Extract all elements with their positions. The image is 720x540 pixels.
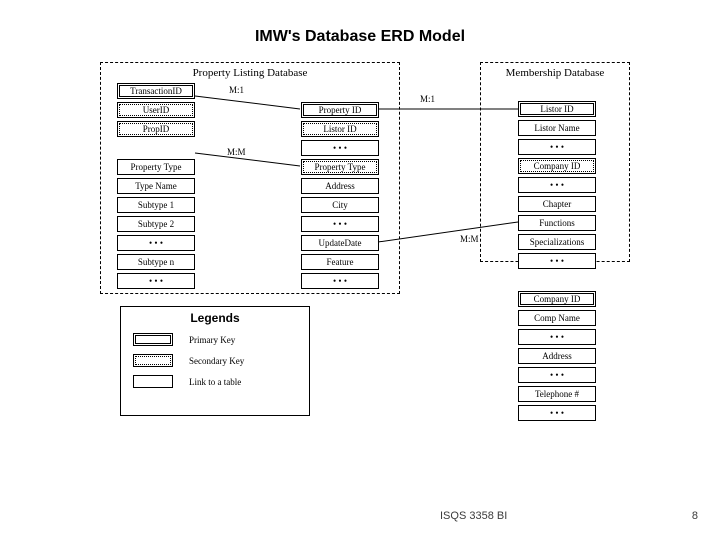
erd-cell: • • • <box>518 329 596 345</box>
legend-link-swatch <box>133 375 173 388</box>
erd-cell: • • • <box>518 139 596 155</box>
legend-sk-label: Secondary Key <box>189 356 244 366</box>
erd-cell: Listor ID <box>301 121 379 137</box>
legend-link-label: Link to a table <box>189 377 241 387</box>
footer-page: 8 <box>692 510 698 522</box>
rel-m1: M:1 <box>229 85 244 95</box>
erd-cell: UserID <box>117 102 195 118</box>
property-db-header: Property Listing Database <box>101 67 399 79</box>
erd-cell: Chapter <box>518 196 596 212</box>
erd-cell: Comp Name <box>518 310 596 326</box>
erd-cell: Type Name <box>117 178 195 194</box>
legends-title: Legends <box>121 311 309 325</box>
erd-cell: Company ID <box>518 158 596 174</box>
erd-cell: Subtype n <box>117 254 195 270</box>
erd-cell: PropID <box>117 121 195 137</box>
erd-cell: • • • <box>518 405 596 421</box>
legend-pk-swatch <box>133 333 173 346</box>
erd-cell: Specializations <box>518 234 596 250</box>
erd-cell: TransactionID <box>117 83 195 99</box>
erd-cell: • • • <box>518 367 596 383</box>
erd-cell: • • • <box>117 235 195 251</box>
erd-cell: Property Type <box>301 159 379 175</box>
erd-cell: Company ID <box>518 291 596 307</box>
erd-cell: Address <box>301 178 379 194</box>
legend-pk: Primary Key <box>133 333 309 346</box>
rel-mm: M:M <box>227 147 246 157</box>
membership-db-header: Membership Database <box>481 67 629 79</box>
page-title: IMW's Database ERD Model <box>0 28 720 46</box>
erd-cell: Subtype 2 <box>117 216 195 232</box>
rel-m1-2: M:1 <box>420 94 435 104</box>
erd-cell: Telephone # <box>518 386 596 402</box>
erd-cell: Feature <box>301 254 379 270</box>
erd-cell: Property Type <box>117 159 195 175</box>
erd-cell: • • • <box>518 177 596 193</box>
erd-cell: UpdateDate <box>301 235 379 251</box>
rel-mm-2: M:M <box>460 234 479 244</box>
legend-sk-swatch <box>133 354 173 367</box>
erd-cell: Listor ID <box>518 101 596 117</box>
erd-cell: • • • <box>301 216 379 232</box>
erd-cell: Functions <box>518 215 596 231</box>
erd-cell: Listor Name <box>518 120 596 136</box>
legend-sk: Secondary Key <box>133 354 309 367</box>
erd-cell: Subtype 1 <box>117 197 195 213</box>
legend-link: Link to a table <box>133 375 309 388</box>
erd-cell: Address <box>518 348 596 364</box>
erd-cell: • • • <box>518 253 596 269</box>
legends-box: Legends Primary Key Secondary Key Link t… <box>120 306 310 416</box>
erd-diagram: Property Listing Database TransactionID U… <box>100 62 630 382</box>
erd-cell: Property ID <box>301 102 379 118</box>
footer-course: ISQS 3358 BI <box>440 510 507 522</box>
property-listing-db: Property Listing Database TransactionID U… <box>100 62 400 294</box>
erd-cell: • • • <box>301 140 379 156</box>
legend-pk-label: Primary Key <box>189 335 235 345</box>
erd-cell: City <box>301 197 379 213</box>
erd-cell: • • • <box>117 273 195 289</box>
erd-cell: • • • <box>301 273 379 289</box>
